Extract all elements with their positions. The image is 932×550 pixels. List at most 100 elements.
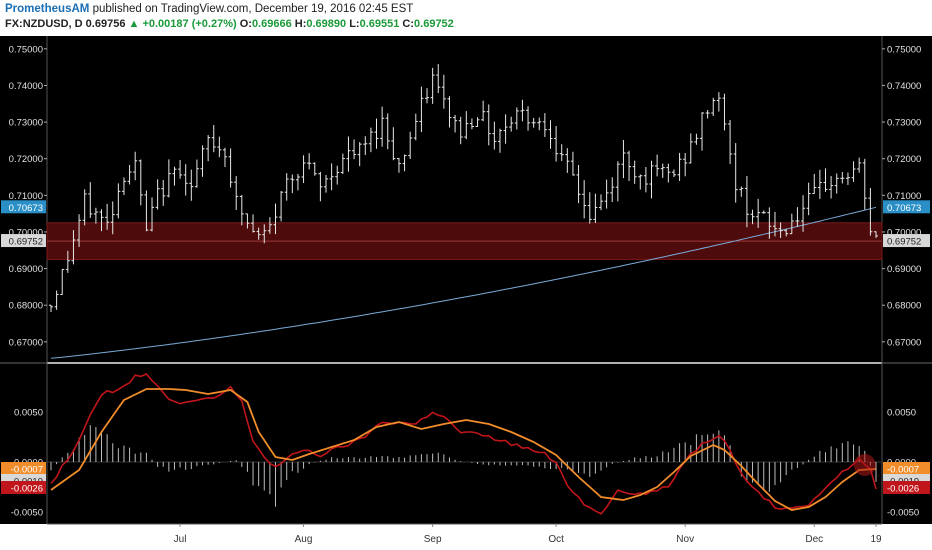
ohlc-bar bbox=[520, 99, 525, 122]
ohlc-bar bbox=[733, 143, 738, 203]
right-axis bbox=[882, 36, 932, 524]
ohlc-bar bbox=[728, 119, 733, 164]
price-tick-right: 0.73000 bbox=[887, 118, 921, 129]
label-text: -0.0007 bbox=[11, 465, 43, 476]
ohlc-bar bbox=[655, 154, 660, 177]
ohlc-bar bbox=[217, 136, 222, 158]
ohlc-bar bbox=[352, 139, 357, 160]
ohlc-bar bbox=[514, 107, 519, 130]
ohlc-bar bbox=[144, 190, 149, 232]
ohlc-bar bbox=[548, 120, 553, 149]
price-tick-right: 0.72000 bbox=[887, 154, 921, 165]
ohlc-bar bbox=[77, 214, 82, 247]
chart-canvas[interactable]: 0.75000 0.75000 0.74000 0.74000 0.73000 0.730… bbox=[0, 34, 932, 550]
ohlc-bar bbox=[486, 104, 491, 146]
time-tick-label: Sep bbox=[424, 534, 442, 545]
osc-label-right: -0.0026 bbox=[883, 481, 930, 495]
ohlc-bar bbox=[744, 175, 749, 228]
price-tick-left: 0.71000 bbox=[9, 191, 43, 202]
oscillator-pane bbox=[47, 364, 882, 524]
ohlc-bar bbox=[116, 183, 121, 219]
ohlc-bar bbox=[251, 214, 256, 233]
ohlc-bar bbox=[133, 151, 138, 181]
osc-line-slow bbox=[50, 388, 877, 511]
price-label-left: 0.69752 bbox=[1, 234, 46, 248]
close-value: 0.69752 bbox=[414, 18, 454, 30]
ohlc-bar bbox=[110, 201, 115, 235]
ohlc-bar bbox=[178, 160, 183, 179]
ohlc-bar bbox=[475, 117, 480, 128]
ohlc-bar bbox=[694, 133, 699, 145]
ohlc-bar bbox=[200, 145, 205, 177]
ohlc-bar bbox=[711, 97, 716, 116]
published-text: published on TradingView.com, December 1… bbox=[92, 3, 414, 15]
price-tick-left: 0.68000 bbox=[9, 301, 43, 312]
ohlc-bar bbox=[767, 207, 772, 239]
ohlc-bar bbox=[318, 171, 323, 202]
time-axis bbox=[0, 525, 932, 550]
ohlc-bar bbox=[874, 231, 878, 238]
ohlc-bar bbox=[256, 227, 261, 240]
open-value: 0.69666 bbox=[251, 18, 292, 30]
ohlc-bar bbox=[526, 106, 531, 131]
ohlc-bar bbox=[301, 155, 306, 184]
ohlc-bar bbox=[295, 173, 300, 191]
ohlc-bar bbox=[857, 157, 862, 173]
price-tick-right: 0.71000 bbox=[887, 191, 921, 202]
ohlc-bar bbox=[722, 93, 727, 131]
ohlc-bar bbox=[312, 162, 317, 176]
ohlc-bar bbox=[284, 173, 289, 201]
chart-header: PrometheusAM published on TradingView.co… bbox=[0, 0, 932, 34]
ohlc-bar bbox=[290, 174, 295, 194]
ohlc-bar bbox=[593, 193, 598, 224]
osc-label-left: -0.0007 bbox=[1, 462, 46, 476]
time-tick-label: Nov bbox=[676, 534, 694, 545]
label-bg bbox=[1, 200, 46, 214]
ohlc-bar bbox=[172, 166, 177, 186]
price-tick-right: 0.75000 bbox=[887, 44, 921, 55]
price-label-right: 0.69752 bbox=[883, 234, 930, 248]
ohlc-bar bbox=[817, 169, 822, 199]
price-tick-left: 0.74000 bbox=[9, 81, 43, 92]
ohlc-bar bbox=[784, 228, 789, 237]
ohlc-bar bbox=[380, 106, 385, 147]
ohlc-bar bbox=[419, 86, 424, 133]
ohlc-bar bbox=[615, 161, 620, 202]
ohlc-bar bbox=[621, 140, 626, 179]
label-text: 0.69752 bbox=[9, 237, 43, 248]
ohlc-bar bbox=[756, 198, 761, 228]
label-text: 0.69752 bbox=[887, 237, 921, 248]
symbol-label[interactable]: FX:NZDUSD, D bbox=[5, 18, 83, 30]
ohlc-bar bbox=[688, 133, 693, 164]
label-bg bbox=[883, 200, 930, 214]
ohlc-bar bbox=[660, 163, 665, 178]
ohlc-bar bbox=[570, 151, 575, 176]
price-label-right: 0.70673 bbox=[883, 200, 930, 214]
ohlc-bar bbox=[464, 111, 469, 140]
ohlc-bar bbox=[823, 168, 828, 192]
ohlc-bar bbox=[430, 67, 435, 104]
ohlc-bar bbox=[469, 118, 474, 130]
ohlc-bar bbox=[610, 177, 615, 203]
price-tick-right: 0.68000 bbox=[887, 301, 921, 312]
osc-label-left: -0.0026 bbox=[1, 481, 46, 495]
ohlc-bar bbox=[778, 222, 783, 238]
ohlc-bar bbox=[845, 172, 850, 185]
author-link[interactable]: PrometheusAM bbox=[5, 3, 90, 15]
ohlc-bar bbox=[492, 121, 497, 150]
ohlc-bar bbox=[346, 136, 351, 172]
ohlc-bar bbox=[638, 174, 643, 190]
ohlc-bar bbox=[307, 153, 312, 170]
ohlc-bar bbox=[93, 207, 98, 224]
ohlc-bar bbox=[408, 131, 413, 160]
ohlc-bar bbox=[206, 135, 211, 162]
ohlc-bar bbox=[150, 197, 155, 232]
ohlc-bar bbox=[329, 163, 334, 191]
ohlc-bar bbox=[262, 224, 267, 244]
time-tick-label: Oct bbox=[548, 534, 564, 545]
ohlc-bar bbox=[166, 159, 171, 198]
ohlc-bar bbox=[99, 209, 104, 232]
ohlc-bar bbox=[234, 176, 239, 210]
time-tick-label: Dec bbox=[805, 534, 823, 545]
price-tick-left: 0.75000 bbox=[9, 44, 43, 55]
